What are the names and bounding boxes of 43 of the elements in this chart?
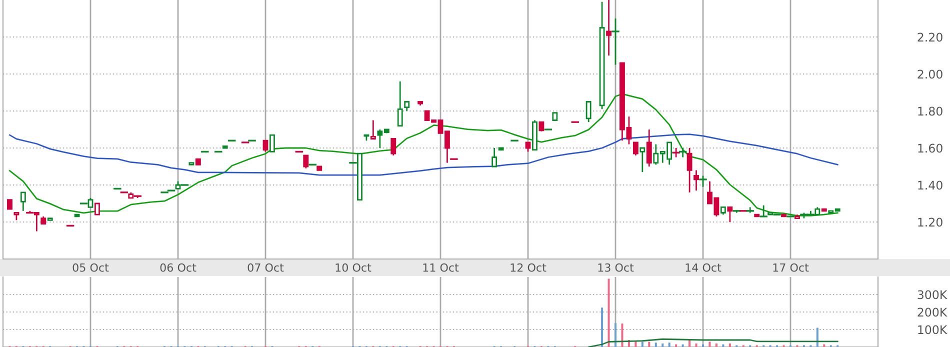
bar — [715, 344, 718, 347]
line-series — [9, 93, 838, 216]
bar — [816, 328, 818, 347]
bar — [654, 342, 657, 347]
bar — [708, 342, 711, 347]
x-tick-label: 06 Oct — [160, 263, 196, 272]
bar — [601, 308, 604, 347]
x-tick-label: 05 Oct — [72, 263, 109, 272]
bar — [823, 344, 826, 347]
bar — [668, 342, 670, 347]
bar — [688, 340, 691, 347]
bar — [608, 278, 610, 347]
bar — [702, 344, 704, 347]
y-tick-label: 100K — [918, 325, 948, 334]
bar — [614, 323, 617, 347]
bar — [722, 344, 724, 347]
bar — [728, 344, 731, 347]
y-tick-label: 1.80 — [918, 106, 942, 116]
bar — [641, 342, 644, 347]
bar — [621, 324, 624, 347]
y-tick-label: 1.60 — [918, 144, 942, 153]
x-tick-label: 12 Oct — [510, 263, 546, 272]
x-tick-label: 14 Oct — [686, 263, 722, 272]
x-tick-label: 17 Oct — [773, 263, 809, 272]
bar — [695, 344, 698, 347]
y-tick-label: 300K — [918, 290, 948, 300]
y-tick-label: 2.00 — [918, 70, 942, 79]
bar — [648, 342, 650, 347]
x-tick-label: 10 Oct — [336, 263, 372, 272]
y-tick-label: 2.20 — [918, 32, 942, 42]
candlestick — [694, 170, 699, 192]
line-series — [9, 134, 838, 176]
bar — [675, 344, 678, 347]
line-series — [588, 338, 838, 347]
bar — [682, 344, 684, 347]
bar — [662, 344, 664, 347]
y-tick-label: 200K — [918, 308, 948, 317]
y-tick-label: 1.40 — [918, 180, 942, 190]
y-tick-label: 1.20 — [918, 218, 942, 227]
x-tick-label: 11 Oct — [423, 263, 459, 272]
x-tick-label: 07 Oct — [248, 263, 284, 272]
candlestick — [606, 0, 612, 56]
x-tick-label: 13 Oct — [598, 263, 634, 272]
